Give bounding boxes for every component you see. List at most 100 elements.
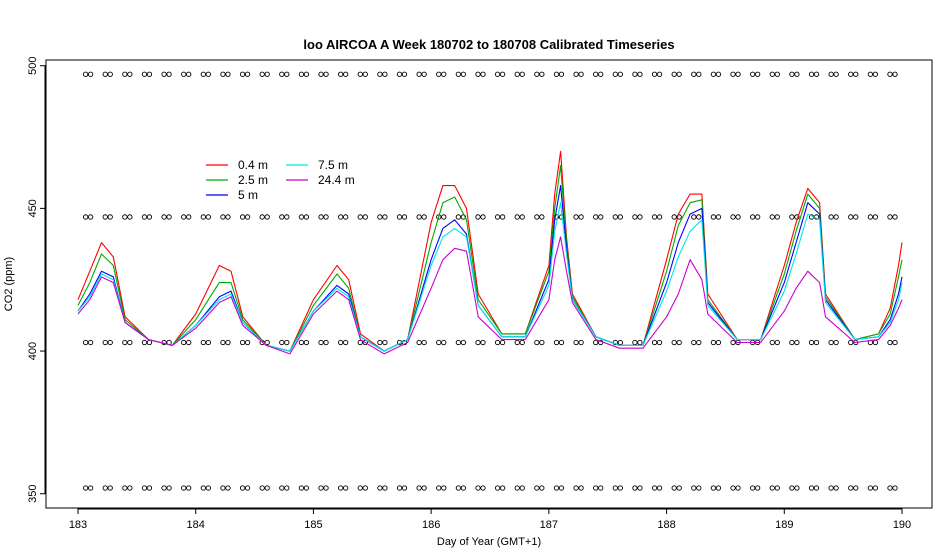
calibration-marker xyxy=(750,71,756,77)
calibration-marker xyxy=(141,214,148,220)
calibration-marker xyxy=(362,71,368,77)
calibration-marker xyxy=(146,485,153,491)
calibration-marker xyxy=(848,214,854,220)
calibration-marker xyxy=(161,485,167,491)
calibration-marker xyxy=(416,214,422,220)
calibration-marker xyxy=(534,214,540,220)
calibration-marker xyxy=(828,214,834,220)
calibration-marker xyxy=(480,485,486,491)
calibration-marker xyxy=(573,214,579,220)
calibration-marker xyxy=(146,339,153,346)
calibration-marker xyxy=(122,485,128,491)
calibration-marker xyxy=(102,214,108,220)
calibration-marker xyxy=(244,71,251,77)
calibration-marker xyxy=(298,214,305,220)
calibration-marker xyxy=(122,71,128,77)
calibration-marker xyxy=(186,214,192,220)
calibration-marker xyxy=(377,71,383,77)
calibration-marker xyxy=(82,71,89,77)
calibration-marker xyxy=(357,214,363,220)
calibration-marker xyxy=(691,214,697,220)
calibration-marker xyxy=(696,339,702,346)
calibration-marker xyxy=(421,485,427,491)
calibration-marker xyxy=(220,339,226,346)
calibration-marker xyxy=(553,339,560,346)
calibration-marker xyxy=(499,485,506,491)
calibration-marker xyxy=(553,71,560,77)
calibration-marker xyxy=(578,485,584,491)
calibration-marker xyxy=(401,485,408,491)
calibration-marker xyxy=(656,71,663,77)
legend-label: 5 m xyxy=(238,188,258,202)
calibration-marker xyxy=(789,339,795,346)
calibration-marker xyxy=(186,485,192,491)
calibration-marker xyxy=(87,214,94,220)
calibration-marker xyxy=(774,71,780,77)
calibration-marker xyxy=(691,71,697,77)
calibration-marker xyxy=(141,339,148,346)
x-tick-label: 187 xyxy=(540,519,558,531)
calibration-marker xyxy=(833,339,839,346)
calibration-marker xyxy=(637,214,643,220)
series-line xyxy=(77,236,903,355)
calibration-marker xyxy=(200,485,206,491)
calibration-marker xyxy=(612,71,618,77)
calibration-marker xyxy=(514,339,520,346)
calibration-marker xyxy=(460,485,467,491)
calibration-marker xyxy=(519,214,525,220)
calibration-marker xyxy=(514,71,520,77)
plot-data xyxy=(77,71,903,491)
calibration-marker xyxy=(617,485,623,491)
calibration-marker xyxy=(279,214,285,220)
calibration-marker xyxy=(774,339,780,346)
calibration-marker xyxy=(441,214,447,220)
calibration-marker xyxy=(239,214,246,220)
calibration-marker xyxy=(539,339,545,346)
calibration-marker xyxy=(892,214,898,220)
legend-label: 2.5 m xyxy=(238,173,268,187)
calibration-marker xyxy=(853,485,859,491)
x-tick-label: 185 xyxy=(304,519,322,531)
legend: 0.4 m2.5 m5 m 7.5 m24.4 m xyxy=(206,158,355,202)
calibration-marker xyxy=(637,485,643,491)
calibration-marker xyxy=(769,485,775,491)
calibration-marker xyxy=(225,485,231,491)
calibration-marker xyxy=(499,339,506,346)
calibration-marker xyxy=(656,339,663,346)
calibration-marker xyxy=(534,71,540,77)
calibration-marker xyxy=(460,339,467,346)
calibration-marker xyxy=(853,71,859,77)
calibration-marker xyxy=(264,71,270,77)
calibration-marker xyxy=(244,485,251,491)
calibration-marker xyxy=(730,71,736,77)
calibration-marker xyxy=(755,214,761,220)
calibration-marker xyxy=(769,214,775,220)
calibration-marker xyxy=(401,214,408,220)
x-tick-label: 184 xyxy=(187,519,205,531)
calibration-marker xyxy=(480,339,486,346)
calibration-marker xyxy=(87,339,94,346)
calibration-marker xyxy=(573,339,579,346)
calibration-marker xyxy=(651,214,658,220)
calibration-marker xyxy=(480,71,486,77)
calibration-marker xyxy=(887,339,893,346)
calibration-marker xyxy=(494,71,501,77)
calibration-marker xyxy=(617,339,623,346)
x-tick-label: 190 xyxy=(893,519,911,531)
calibration-marker xyxy=(107,339,113,346)
calibration-marker xyxy=(892,71,898,77)
calibration-marker xyxy=(794,485,800,491)
y-axis: 350 400 450 500 xyxy=(27,57,46,503)
calibration-marker xyxy=(205,339,211,346)
calibration-marker xyxy=(264,485,270,491)
calibration-marker xyxy=(514,214,520,220)
calibration-marker xyxy=(475,485,481,491)
calibration-marker xyxy=(382,485,388,491)
calibration-marker xyxy=(632,71,638,77)
calibration-marker xyxy=(421,339,427,346)
calibration-marker xyxy=(553,485,560,491)
calibration-marker xyxy=(421,71,427,77)
calibration-marker xyxy=(323,485,329,491)
chart-title: loo AIRCOA A Week 180702 to 180708 Calib… xyxy=(303,37,674,52)
calibration-marker xyxy=(651,485,658,491)
